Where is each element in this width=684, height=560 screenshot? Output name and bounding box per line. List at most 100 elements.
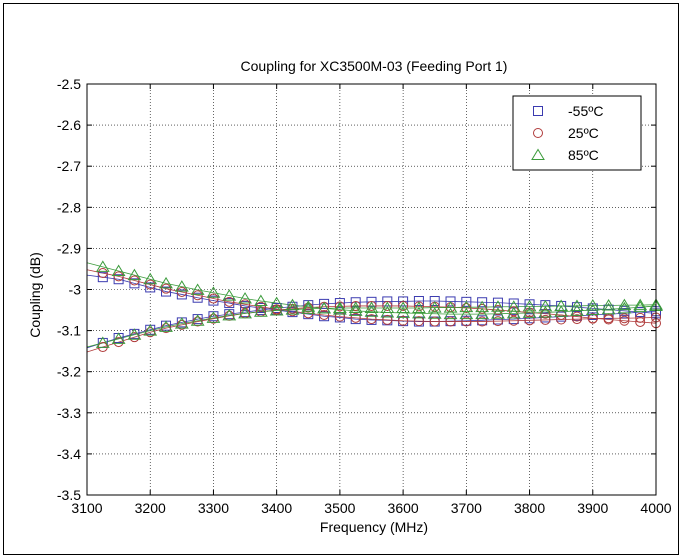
data-point — [427, 301, 442, 313]
data-point — [601, 302, 616, 315]
data-point — [587, 313, 598, 324]
data-point — [190, 283, 205, 295]
data-point — [334, 298, 345, 309]
axis-ticks: 3100 3200 3300 3400 3500 3600 3700 3800 3900 4000… — [57, 76, 672, 516]
y-tick-label: -2.7 — [57, 158, 81, 174]
data-point — [619, 313, 630, 324]
figure-frame: 3100 3200 3300 3400 3500 3600 3700 3800 3900 4000… — [3, 3, 679, 555]
data-point — [571, 314, 582, 325]
data-point — [445, 296, 456, 307]
data-point — [97, 268, 108, 279]
data-point — [506, 306, 521, 319]
data-point — [319, 298, 330, 309]
x-tick-label: 3500 — [324, 500, 355, 516]
data-point — [475, 307, 490, 320]
data-point — [380, 301, 395, 313]
data-point — [113, 271, 124, 282]
x-tick-label: 3900 — [577, 500, 608, 516]
data-point — [222, 289, 237, 301]
data-point — [95, 260, 110, 272]
y-tick-label: -3.2 — [57, 364, 81, 380]
data-point — [524, 299, 535, 310]
data-point — [398, 296, 409, 307]
data-point — [350, 312, 361, 323]
data-point — [364, 301, 379, 313]
data-point — [333, 303, 347, 315]
data-point — [429, 316, 440, 327]
data-point — [427, 307, 442, 319]
data-point — [317, 301, 331, 314]
data-point — [492, 305, 503, 316]
data-point — [524, 315, 535, 326]
y-axis-label: Coupling (dB) — [27, 252, 43, 338]
data-point — [285, 298, 300, 311]
data-point — [554, 305, 569, 317]
y-tick-label: -3 — [69, 282, 82, 298]
data-point — [176, 289, 187, 300]
data-point — [413, 316, 424, 327]
data-point — [506, 300, 521, 312]
x-tick-label: 3400 — [261, 500, 292, 516]
data-point — [571, 311, 582, 322]
data-point — [269, 303, 284, 316]
data-point — [603, 314, 614, 325]
data-markers — [95, 260, 663, 353]
data-point — [461, 302, 472, 313]
legend-marker — [531, 148, 545, 160]
data-point — [333, 301, 347, 313]
data-point — [192, 316, 203, 327]
data-point — [491, 307, 505, 319]
data-point — [269, 296, 284, 309]
data-point — [111, 332, 126, 344]
x-tick-label: 3300 — [198, 500, 229, 516]
data-point — [127, 268, 142, 281]
legend-label: 25ºC — [568, 125, 599, 141]
y-tick-label: -3.5 — [57, 487, 81, 503]
data-point — [208, 293, 219, 304]
data-point — [522, 299, 537, 312]
data-point — [255, 301, 266, 312]
data-point — [174, 280, 189, 292]
legend-marker — [533, 128, 543, 138]
data-point — [538, 306, 553, 318]
data-point — [570, 299, 584, 311]
data-point — [398, 300, 409, 311]
data-point — [538, 299, 553, 312]
data-point — [206, 311, 221, 323]
data-point — [635, 312, 646, 323]
data-point — [477, 297, 488, 308]
x-axis-label: Frequency (MHz) — [320, 519, 428, 535]
chart-title: Coupling for XC3500M-03 (Feeding Port 1) — [241, 58, 508, 74]
y-tick-label: -2.5 — [57, 76, 81, 92]
data-point — [348, 304, 363, 316]
data-point — [617, 301, 632, 314]
data-point — [382, 300, 393, 311]
data-point — [159, 320, 173, 332]
y-tick-label: -3.3 — [57, 405, 81, 421]
y-tick-label: -2.8 — [57, 199, 81, 215]
data-point — [206, 286, 221, 298]
data-point — [190, 314, 205, 326]
data-point — [350, 300, 361, 311]
data-point — [222, 308, 237, 321]
data-point — [585, 299, 600, 311]
data-point — [113, 337, 124, 348]
data-point — [238, 292, 252, 304]
data-point — [491, 300, 505, 312]
data-point — [111, 264, 126, 277]
data-point — [382, 314, 393, 325]
data-point — [413, 296, 424, 307]
data-point — [127, 328, 142, 340]
data-point — [253, 305, 268, 317]
data-point — [635, 316, 646, 327]
data-point — [350, 297, 361, 308]
data-point — [174, 317, 189, 329]
y-tick-label: -2.6 — [57, 117, 81, 133]
data-point — [445, 316, 456, 327]
data-point — [208, 313, 219, 324]
data-point — [475, 300, 490, 313]
data-point — [443, 307, 458, 320]
data-point — [617, 298, 632, 311]
data-point — [364, 305, 379, 317]
data-point — [161, 283, 172, 294]
